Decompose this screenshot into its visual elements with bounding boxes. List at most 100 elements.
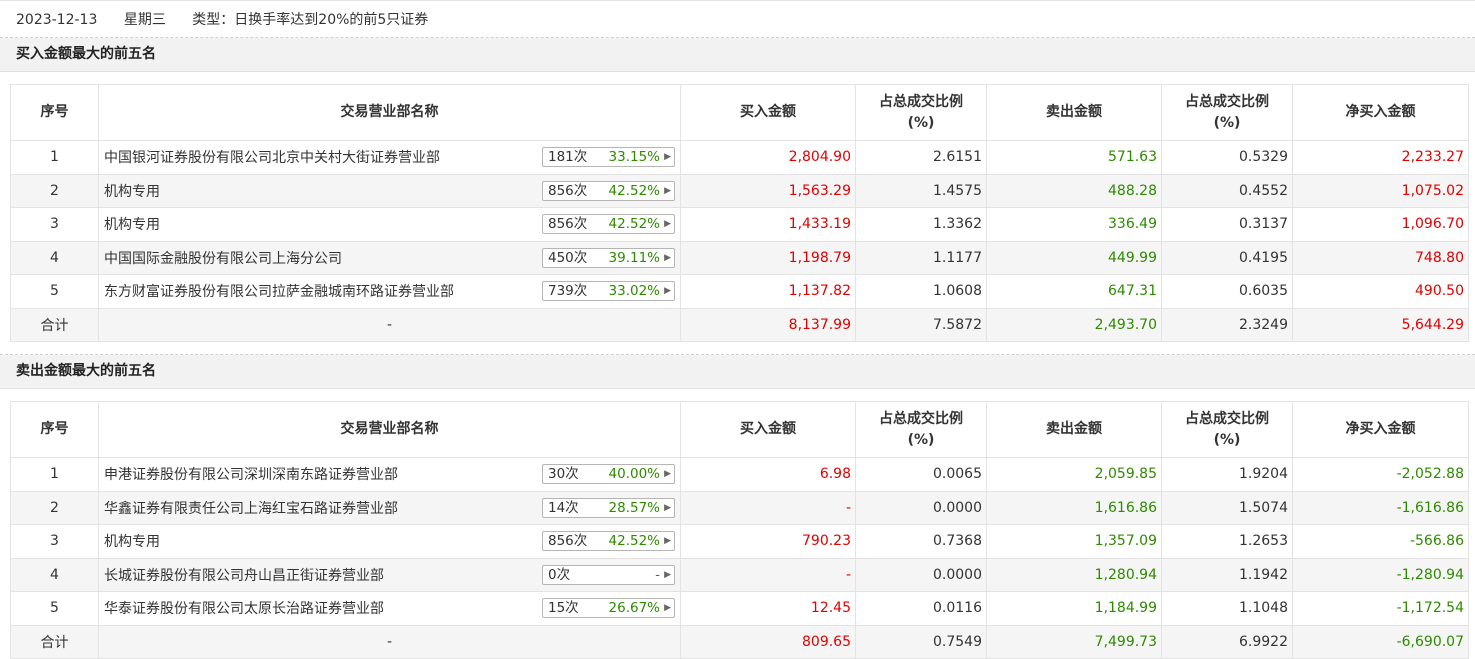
- row-index: 2: [10, 173, 99, 208]
- buy-ratio: 2.6151: [855, 140, 987, 175]
- branch-cell: 中国国际金融股份有限公司上海分公司 450次 39.11% ▶: [98, 240, 681, 275]
- sell-amount: 1,616.86: [986, 490, 1162, 525]
- branch-stats-button[interactable]: 856次 42.52% ▶: [542, 531, 675, 552]
- sell-ratio: 1.9204: [1161, 457, 1293, 492]
- col-net-buy: 净买入金额: [1292, 401, 1469, 458]
- branch-name: 申港证券股份有限公司深圳深南东路证券营业部: [104, 467, 398, 484]
- col-buy-amount: 买入金额: [680, 84, 856, 141]
- branch-name: 华泰证券股份有限公司太原长治路证券营业部: [104, 601, 384, 618]
- net-buy-amount: -566.86: [1292, 524, 1469, 559]
- success-rate: 26.67%: [608, 600, 660, 617]
- buy-ratio: 1.1177: [855, 240, 987, 275]
- total-sell-ratio: 2.3249: [1161, 307, 1293, 342]
- row-index: 3: [10, 207, 99, 242]
- triangle-right-icon: ▶: [664, 219, 671, 230]
- table-row: 4 中国国际金融股份有限公司上海分公司 450次 39.11% ▶ 1,198.79 1.1…: [10, 240, 1469, 275]
- sell-ratio: 0.5329: [1161, 140, 1293, 175]
- col-buy-amount: 买入金额: [680, 401, 856, 458]
- table-row: 3 机构专用 856次 42.52% ▶ 790.23 0.7368 1,357.09 1.26…: [10, 524, 1469, 559]
- table-row: 2 机构专用 856次 42.52% ▶ 1,563.29 1.4575 488.28 0.45…: [10, 173, 1469, 208]
- total-sell-ratio: 6.9922: [1161, 624, 1293, 659]
- net-buy-amount: -2,052.88: [1292, 457, 1469, 492]
- branch-stats-button[interactable]: 450次 39.11% ▶: [542, 247, 675, 268]
- listing-count: 0次: [548, 566, 571, 583]
- triangle-right-icon: ▶: [664, 603, 671, 614]
- col-net-buy: 净买入金额: [1292, 84, 1469, 141]
- success-rate: 33.02%: [608, 283, 660, 300]
- branch-stats-button[interactable]: 14次 28.57% ▶: [542, 497, 675, 518]
- branch-cell: 华泰证券股份有限公司太原长治路证券营业部 15次 26.67% ▶: [98, 591, 681, 626]
- trade-date: 2023-12-13: [16, 12, 98, 28]
- listing-count: 856次: [548, 216, 588, 233]
- branch-stats-button[interactable]: 739次 33.02% ▶: [542, 281, 675, 302]
- listing-count: 30次: [548, 466, 579, 483]
- table-header-row: 序号 交易营业部名称 买入金额 占总成交比例 (%) 卖出金额 占总成交比例 (%) 净买入金额: [10, 401, 1469, 458]
- buy-section-title: 买入金额最大的前五名: [0, 38, 1475, 72]
- net-buy-amount: -1,616.86: [1292, 490, 1469, 525]
- branch-name: 华鑫证券有限责任公司上海红宝石路证券营业部: [104, 500, 398, 517]
- buy-amount: 12.45: [680, 591, 856, 626]
- branch-stats-button[interactable]: 30次 40.00% ▶: [542, 464, 675, 485]
- branch-stats-button[interactable]: 856次 42.52% ▶: [542, 180, 675, 201]
- success-rate: 33.15%: [608, 149, 660, 166]
- row-index: 2: [10, 490, 99, 525]
- sell-ratio: 1.5074: [1161, 490, 1293, 525]
- table-row: 4 长城证券股份有限公司舟山昌正街证券营业部 0次 - ▶ -0.0000 1,280.94…: [10, 557, 1469, 592]
- branch-cell: 中国银河证券股份有限公司北京中关村大街证券营业部 181次 33.15% ▶: [98, 140, 681, 175]
- buy-amount: 790.23: [680, 524, 856, 559]
- sell-amount: 647.31: [986, 274, 1162, 309]
- sell-ratio: 1.2653: [1161, 524, 1293, 559]
- listing-count: 856次: [548, 533, 588, 550]
- buy-amount: 1,433.19: [680, 207, 856, 242]
- buy-amount: 6.98: [680, 457, 856, 492]
- triangle-right-icon: ▶: [664, 502, 671, 513]
- triangle-right-icon: ▶: [664, 469, 671, 480]
- buy-amount: 1,198.79: [680, 240, 856, 275]
- table-row: 1 申港证券股份有限公司深圳深南东路证券营业部 30次 40.00% ▶ 6.98 0.00…: [10, 457, 1469, 492]
- net-buy-amount: 490.50: [1292, 274, 1469, 309]
- triangle-right-icon: ▶: [664, 152, 671, 163]
- branch-cell: 东方财富证券股份有限公司拉萨金融城南环路证券营业部 739次 33.02% ▶: [98, 274, 681, 309]
- total-buy: 809.65: [680, 624, 856, 659]
- sell-amount: 2,059.85: [986, 457, 1162, 492]
- total-row: 合计 -8,137.99 7.5872 2,493.70 2.3249 5,644.29: [10, 307, 1469, 342]
- buy-amount: -: [680, 557, 856, 592]
- col-sell-amount: 卖出金额: [986, 84, 1162, 141]
- buy-ratio: 1.3362: [855, 207, 987, 242]
- success-rate: 42.52%: [608, 533, 660, 550]
- net-buy-amount: 2,233.27: [1292, 140, 1469, 175]
- success-rate: 40.00%: [608, 466, 660, 483]
- branch-cell: 机构专用 856次 42.52% ▶: [98, 173, 681, 208]
- branch-stats-button[interactable]: 181次 33.15% ▶: [542, 147, 675, 168]
- buy-amount: 1,563.29: [680, 173, 856, 208]
- col-branch-name: 交易营业部名称: [98, 401, 681, 458]
- total-net: 5,644.29: [1292, 307, 1469, 342]
- buy-amount: 1,137.82: [680, 274, 856, 309]
- col-buy-ratio: 占总成交比例 (%): [855, 401, 987, 458]
- buy-ratio: 0.0116: [855, 591, 987, 626]
- branch-stats-button[interactable]: 856次 42.52% ▶: [542, 214, 675, 235]
- col-sell-ratio: 占总成交比例 (%): [1161, 84, 1293, 141]
- sell-section-title: 卖出金额最大的前五名: [0, 355, 1475, 389]
- branch-stats-button[interactable]: 15次 26.67% ▶: [542, 598, 675, 619]
- table-row: 1 中国银河证券股份有限公司北京中关村大街证券营业部 181次 33.15% ▶ 2,80…: [10, 140, 1469, 175]
- success-rate: 28.57%: [608, 499, 660, 516]
- branch-cell: 申港证券股份有限公司深圳深南东路证券营业部 30次 40.00% ▶: [98, 457, 681, 492]
- branch-stats-button[interactable]: 0次 - ▶: [542, 564, 675, 585]
- trade-weekday: 星期三: [123, 12, 166, 28]
- total-net: -6,690.07: [1292, 624, 1469, 659]
- total-label: 合计: [10, 624, 99, 659]
- list-type: 类型：日换手率达到20%的前5只证券: [192, 12, 429, 28]
- listing-count: 739次: [548, 283, 588, 300]
- listing-count: 181次: [548, 149, 588, 166]
- buy-ratio: 0.0000: [855, 557, 987, 592]
- row-index: 3: [10, 524, 99, 559]
- row-index: 1: [10, 140, 99, 175]
- success-rate: -: [655, 566, 660, 583]
- branch-name: 机构专用: [104, 217, 160, 234]
- total-buy: 8,137.99: [680, 307, 856, 342]
- branch-cell: 机构专用 856次 42.52% ▶: [98, 524, 681, 559]
- sell-amount: 336.49: [986, 207, 1162, 242]
- sell-amount: 1,280.94: [986, 557, 1162, 592]
- total-row: 合计 -809.65 0.7549 7,499.73 6.9922 -6,690.07: [10, 624, 1469, 659]
